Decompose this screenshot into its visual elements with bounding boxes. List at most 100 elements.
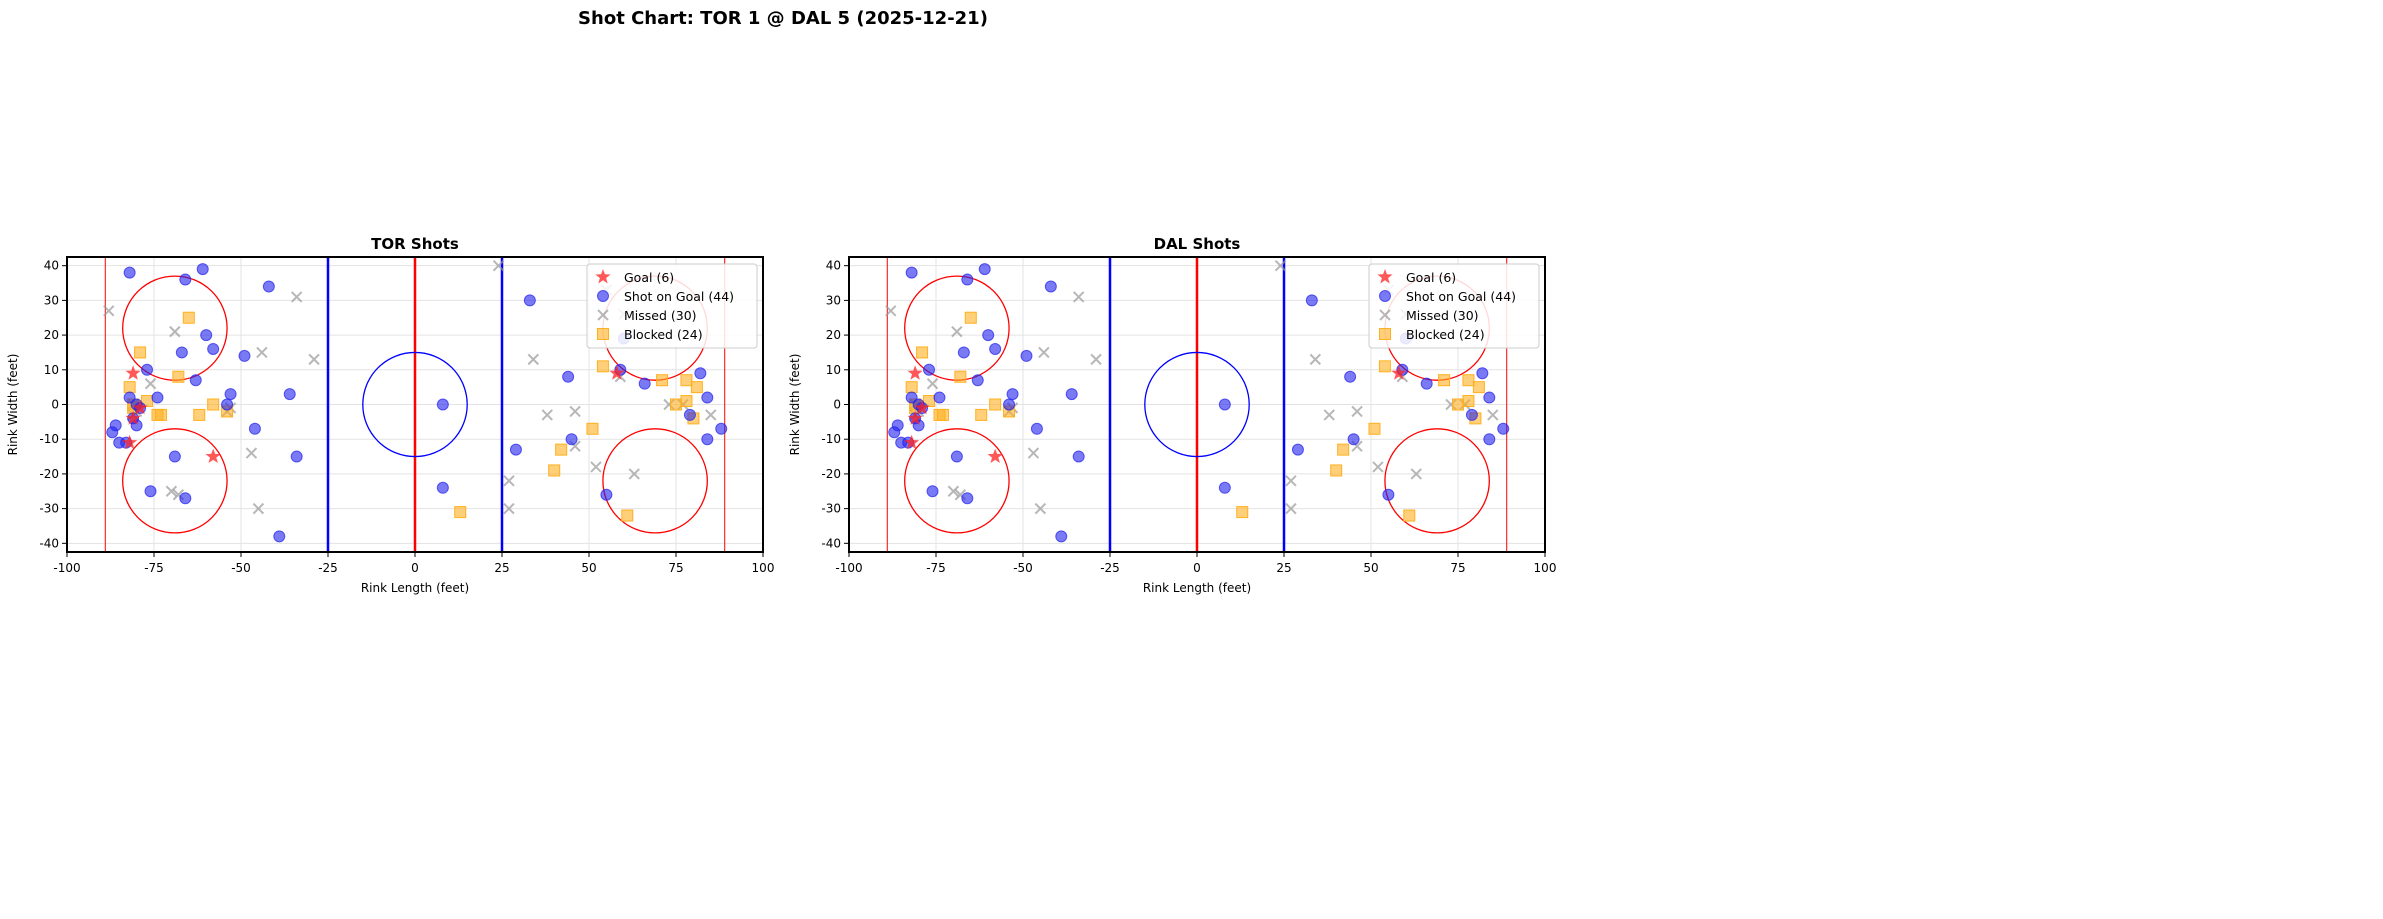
circle-point	[1006, 388, 1019, 401]
x-point	[256, 346, 268, 359]
x-tick-label: 25	[494, 561, 509, 575]
square-point	[193, 408, 206, 421]
x-point	[308, 353, 320, 366]
x-axis-label: Rink Length (feet)	[1143, 581, 1251, 595]
legend-label: Missed (30)	[1406, 308, 1479, 323]
subplot-title: DAL Shots	[1154, 235, 1241, 253]
circle-point	[982, 329, 995, 342]
x-tick-label: -50	[1013, 561, 1033, 575]
circle-point	[238, 349, 251, 362]
circle-point	[701, 433, 714, 446]
circle-point	[961, 273, 974, 286]
star-point	[907, 410, 923, 425]
legend-label: Goal (6)	[1406, 270, 1456, 285]
star-point	[125, 410, 141, 425]
circle-point	[273, 530, 286, 543]
square-point	[1337, 443, 1350, 456]
circle-point	[1344, 370, 1357, 383]
x-tick-label: -100	[53, 561, 80, 575]
y-axis-label: Rink Width (feet)	[788, 354, 802, 456]
x-point	[1309, 353, 1322, 366]
star-point	[1391, 365, 1407, 380]
circle-point	[989, 342, 1002, 355]
x-tick-label: 25	[1276, 561, 1291, 575]
faceoff-circle	[602, 428, 708, 534]
legend: Goal (6) Shot on Goal (44) Missed (30) Bloc…	[586, 263, 758, 349]
circle-point	[144, 485, 157, 498]
x-point	[144, 377, 157, 390]
x-point	[926, 377, 939, 390]
square-point	[1368, 422, 1381, 435]
y-tick-label: 20	[826, 328, 841, 342]
center-faceoff-circle	[362, 351, 468, 458]
square-point	[182, 311, 195, 324]
x-point	[527, 353, 540, 366]
y-tick-label: 10	[826, 363, 841, 377]
x-point	[1038, 346, 1050, 359]
square-point	[134, 346, 147, 359]
y-tick-label: 40	[44, 259, 59, 273]
x-point	[492, 259, 505, 272]
faceoff-circle	[1384, 428, 1490, 534]
x-point	[165, 485, 178, 497]
square-point	[596, 360, 609, 373]
circle-point	[971, 374, 984, 387]
series-circle	[888, 263, 1510, 543]
x-tick-label: -25	[318, 561, 338, 575]
circle-point	[168, 450, 181, 463]
x-tick-label: -100	[835, 561, 862, 575]
circle-point	[715, 422, 728, 435]
y-tick-label: 0	[833, 398, 841, 412]
rink-markings	[885, 257, 1510, 552]
square-point	[916, 346, 929, 359]
square-point	[656, 374, 669, 387]
circle-point	[888, 426, 901, 439]
x-point	[885, 305, 897, 317]
legend-marker-square	[1379, 328, 1391, 340]
circle-point	[961, 492, 974, 505]
circle-point	[950, 450, 963, 463]
circle-point	[978, 263, 991, 276]
circle-point	[933, 391, 946, 404]
star-point	[904, 434, 920, 450]
circle-point	[683, 408, 696, 421]
x-tick-label: -75	[144, 561, 164, 575]
square-point	[690, 381, 703, 394]
x-point	[947, 485, 960, 497]
rink-markings	[103, 257, 728, 552]
legend-label: Missed (30)	[624, 308, 697, 323]
circle-point	[207, 342, 220, 355]
y-tick-label: -40	[821, 536, 841, 550]
square-point	[1462, 395, 1475, 408]
y-tick-label: -20	[39, 467, 59, 481]
legend-marker-star	[595, 269, 611, 284]
square-point	[154, 408, 167, 421]
circle-point	[248, 422, 261, 435]
circle-point	[106, 426, 119, 439]
circle-point	[179, 273, 192, 286]
x-point	[252, 502, 265, 515]
star-point	[609, 365, 625, 380]
x-point	[1285, 475, 1297, 487]
circle-point	[638, 377, 651, 390]
circle-point	[141, 363, 154, 376]
circle-point	[1382, 488, 1395, 501]
star-point	[132, 400, 148, 415]
y-axis-label: Rink Width (feet)	[6, 354, 20, 456]
y-tick-label: 10	[44, 363, 59, 377]
square-point	[172, 370, 185, 383]
series-star	[122, 365, 625, 463]
x-point	[169, 325, 181, 338]
series-star	[904, 365, 1407, 463]
circle-point	[562, 370, 575, 383]
star-point	[205, 448, 221, 463]
x-point	[1410, 468, 1422, 480]
circle-point	[1465, 408, 1478, 421]
subplot-dal: DAL Shots-100 -75 -50 -25 0 25 50 75 100-40-30-2…	[788, 235, 1556, 595]
x-tick-label: 75	[668, 561, 683, 575]
star-point	[125, 365, 141, 380]
legend-label: Shot on Goal (44)	[1406, 289, 1516, 304]
square-point	[454, 506, 467, 519]
circle-point	[1420, 377, 1433, 390]
